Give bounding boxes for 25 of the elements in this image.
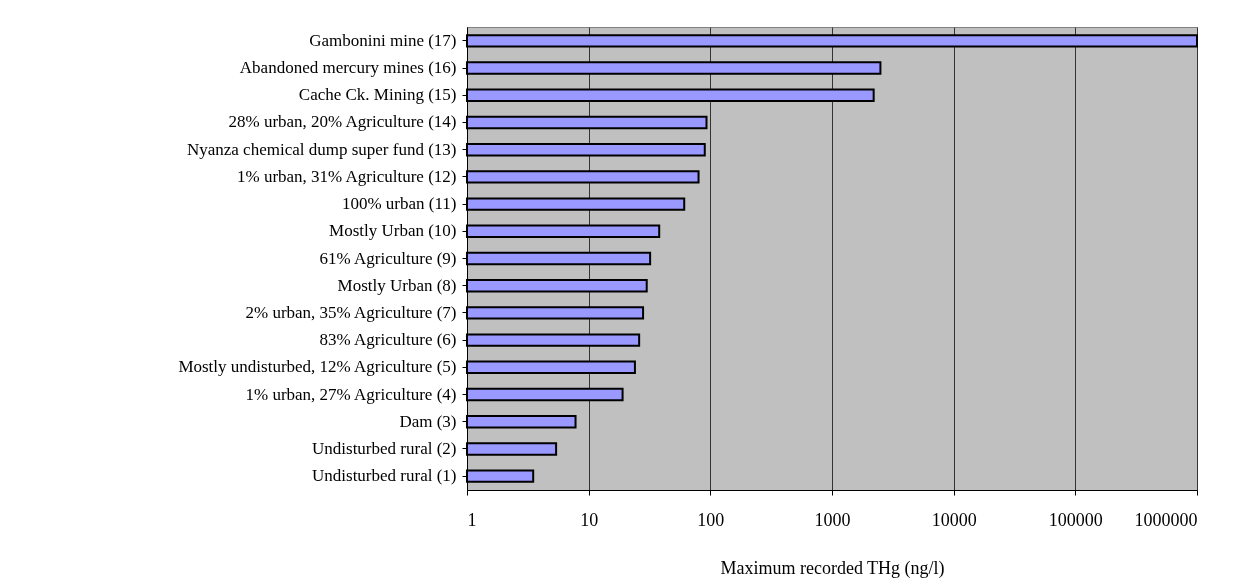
x-tick-label: 1 — [467, 509, 477, 530]
y-tick-label: 1% urban, 31% Agriculture (12) — [236, 166, 457, 186]
x-tick-label: 10 — [580, 509, 599, 530]
x-axis-title: Maximum recorded THg (ng/l) — [720, 557, 945, 579]
y-tick-label: 2% urban, 35% Agriculture (7) — [245, 302, 457, 322]
y-tick-label: Undisturbed rural (1) — [312, 466, 457, 486]
x-tick-label: 100 — [697, 509, 725, 530]
x-tick-label: 10000 — [931, 509, 977, 530]
y-tick-label: Mostly Urban (10) — [329, 221, 457, 241]
y-tick-label: Gambonini mine (17) — [309, 30, 457, 50]
y-tick-label: Mostly undisturbed, 12% Agriculture (5) — [178, 357, 457, 377]
y-tick-label: Mostly Urban (8) — [337, 275, 457, 295]
y-tick-label: 83% Agriculture (6) — [319, 330, 457, 350]
x-tick-label: 1000000 — [1134, 509, 1198, 530]
y-tick-label: Cache Ck. Mining (15) — [298, 85, 457, 105]
y-tick-label: Undisturbed rural (2) — [312, 438, 457, 458]
y-tick-label: 61% Agriculture (9) — [319, 248, 457, 268]
y-tick-label: Abandoned mercury mines (16) — [239, 58, 457, 78]
y-tick-label: 1% urban, 27% Agriculture (4) — [245, 384, 457, 404]
y-tick-label: Nyanza chemical dump super fund (13) — [186, 139, 457, 159]
x-tick-label: 100000 — [1048, 509, 1103, 530]
y-tick-label: Dam (3) — [399, 411, 457, 431]
y-tick-label: 28% urban, 20% Agriculture (14) — [228, 112, 457, 132]
y-tick-label: 100% urban (11) — [341, 194, 457, 214]
x-tick-label: 1000 — [814, 509, 851, 530]
